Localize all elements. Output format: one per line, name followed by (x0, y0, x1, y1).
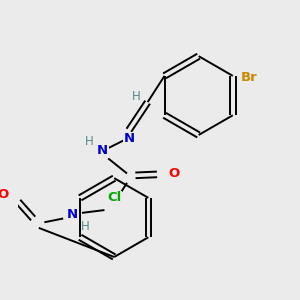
Text: H: H (85, 135, 94, 148)
Text: O: O (0, 188, 9, 201)
Text: Cl: Cl (107, 191, 121, 204)
Text: Br: Br (240, 71, 257, 84)
Text: N: N (97, 144, 108, 158)
Text: N: N (67, 208, 78, 221)
Text: O: O (168, 167, 179, 180)
Text: H: H (132, 90, 141, 103)
Text: N: N (123, 132, 134, 145)
Text: H: H (81, 220, 90, 232)
